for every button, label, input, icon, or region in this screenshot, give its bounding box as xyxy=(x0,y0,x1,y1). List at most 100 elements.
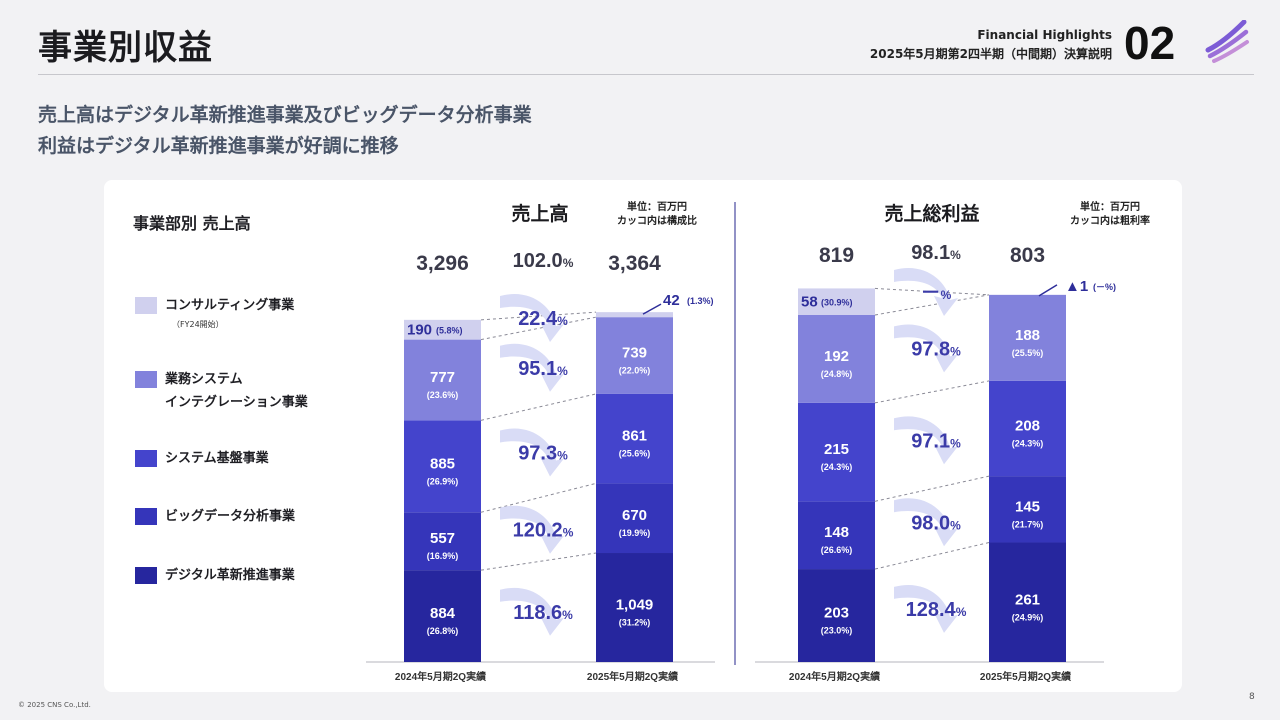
legend-swatch xyxy=(135,297,157,314)
share-label: (24.3%) xyxy=(1012,439,1044,449)
category-label: 2024年5月期2Q実績 xyxy=(395,670,486,683)
legend-label: ビッグデータ分析事業 xyxy=(165,509,296,524)
page-title: 事業別収益 xyxy=(38,28,213,68)
total-growth-rate: 98.1% xyxy=(911,242,961,264)
share-label: (23.0%) xyxy=(821,626,853,636)
share-label: (24.8%) xyxy=(821,369,853,379)
bar-segment xyxy=(404,339,481,421)
percent-sign: % xyxy=(950,344,961,358)
category-label: 2025年5月期2Q実績 xyxy=(980,670,1071,683)
growth-rate: 97.1% xyxy=(911,430,961,452)
header-divider xyxy=(38,74,1254,75)
data-label: 884 xyxy=(430,605,456,622)
growth-arrow-icon xyxy=(894,498,958,547)
bar-segment xyxy=(989,542,1066,662)
connector-line xyxy=(480,316,597,341)
total-label: 819 xyxy=(819,244,854,267)
bar-segment xyxy=(404,512,481,571)
legend-label: コンサルティング事業 xyxy=(165,298,295,313)
percent-sign: % xyxy=(941,288,952,302)
growth-rate: 97.8% xyxy=(911,338,961,360)
growth-rate: 120.2% xyxy=(513,520,574,542)
data-label: 208 xyxy=(1015,418,1040,435)
callout-line xyxy=(1038,284,1058,297)
bar-segment xyxy=(404,570,481,662)
share-label: (26.9%) xyxy=(427,476,459,486)
percent-sign: % xyxy=(557,448,568,462)
data-label: 190 xyxy=(407,322,432,339)
percent-sign: % xyxy=(562,608,573,622)
growth-arrow-icon xyxy=(894,268,958,316)
percent-sign: % xyxy=(950,436,961,450)
total-label: 3,364 xyxy=(608,252,661,275)
percent-sign: % xyxy=(950,248,961,262)
growth-rate: 128.4% xyxy=(906,599,967,621)
percent-sign: % xyxy=(557,314,568,328)
total-label: 803 xyxy=(1010,244,1045,267)
unit-note-2: カッコ内は構成比 xyxy=(617,214,697,227)
legend-label: 業務システム インテグレーション事業 xyxy=(165,368,308,414)
bar-segment xyxy=(596,312,673,318)
legend-swatch xyxy=(135,567,157,584)
data-label: 885 xyxy=(430,455,455,472)
growth-arrow-icon xyxy=(500,428,564,477)
bar-segment xyxy=(596,483,673,554)
share-label: (30.9%) xyxy=(821,298,853,308)
category-label: 2024年5月期2Q実績 xyxy=(789,670,880,683)
percent-sign: % xyxy=(950,518,961,532)
chart-title: 売上高 xyxy=(511,202,568,225)
share-label: (25.5%) xyxy=(1012,348,1044,358)
bar-segment xyxy=(596,393,673,484)
lead-message: 売上高はデジタル革新推進事業及びビッグデータ分析事業 利益はデジタル革新推進事業… xyxy=(38,100,532,162)
bar-segment xyxy=(404,319,481,340)
data-label: 1,049 xyxy=(616,597,654,614)
percent-sign: % xyxy=(563,526,574,540)
percent-sign: % xyxy=(563,256,574,270)
connector-line xyxy=(480,311,597,321)
legend-swatch xyxy=(135,508,157,525)
category-label: 2025年5月期2Q実績 xyxy=(587,670,678,683)
connector-line xyxy=(874,294,990,316)
growth-arrow-icon xyxy=(894,416,958,465)
data-label: 58 xyxy=(801,294,818,311)
total-growth-rate: 102.0% xyxy=(513,250,574,272)
bar-segment xyxy=(798,501,875,570)
growth-arrow-icon xyxy=(500,587,564,636)
legend-swatch xyxy=(135,450,157,467)
bar-segment xyxy=(596,317,673,394)
bar-segment xyxy=(798,288,875,315)
section-header: Financial Highlights 2025年5月期第2四半期（中間期）決… xyxy=(870,26,1112,64)
growth-rate: 118.6% xyxy=(513,602,573,624)
connector-line xyxy=(874,287,990,296)
connector-line xyxy=(480,482,597,513)
lead-line-2: 利益はデジタル革新推進事業が好調に推移 xyxy=(38,135,399,157)
growth-arrow-icon xyxy=(500,294,564,342)
growth-arrow-icon xyxy=(894,584,958,633)
percent-sign: % xyxy=(557,364,568,378)
share-label: (31.2%) xyxy=(619,618,651,628)
legend-label-line2: インテグレーション事業 xyxy=(165,395,308,410)
growth-rate: 97.3% xyxy=(518,442,568,464)
data-label: 148 xyxy=(824,524,849,541)
data-label: 261 xyxy=(1015,591,1040,608)
data-label: 557 xyxy=(430,530,455,547)
copyright: © 2025 CNS Co.,Ltd. xyxy=(18,701,91,709)
section-name-en: Financial Highlights xyxy=(977,28,1112,42)
growth-arrow-icon xyxy=(500,343,564,392)
share-label: (24.9%) xyxy=(1012,612,1044,622)
growth-rate: 22.4% xyxy=(518,308,568,330)
growth-rate: 95.1% xyxy=(518,358,568,380)
unit-note-2: カッコ内は粗利率 xyxy=(1070,214,1150,227)
bar-segment xyxy=(798,402,875,502)
data-label: 145 xyxy=(1015,498,1040,515)
data-label: 42 xyxy=(663,292,680,309)
chart-title: 売上総利益 xyxy=(884,202,979,225)
data-label: 192 xyxy=(824,348,849,365)
unit-note: 単位：百万円 xyxy=(1080,200,1140,213)
lead-line-1: 売上高はデジタル革新推進事業及びビッグデータ分析事業 xyxy=(38,104,532,126)
data-label: 861 xyxy=(622,428,647,445)
legend-title: 事業部別 売上高 xyxy=(133,214,251,233)
share-label: (－%) xyxy=(1093,282,1116,292)
share-label: (16.9%) xyxy=(427,551,459,561)
data-label: 188 xyxy=(1015,327,1040,344)
